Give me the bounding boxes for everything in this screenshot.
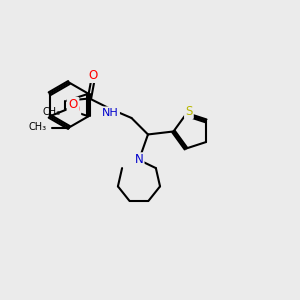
Text: S: S [185,105,193,118]
Text: NH: NH [102,108,119,118]
Text: CH₃: CH₃ [29,122,47,133]
Text: O: O [71,103,80,116]
Text: O: O [88,69,98,82]
Text: N: N [135,154,143,166]
Text: O: O [68,98,78,112]
Text: CH₃: CH₃ [43,107,61,117]
